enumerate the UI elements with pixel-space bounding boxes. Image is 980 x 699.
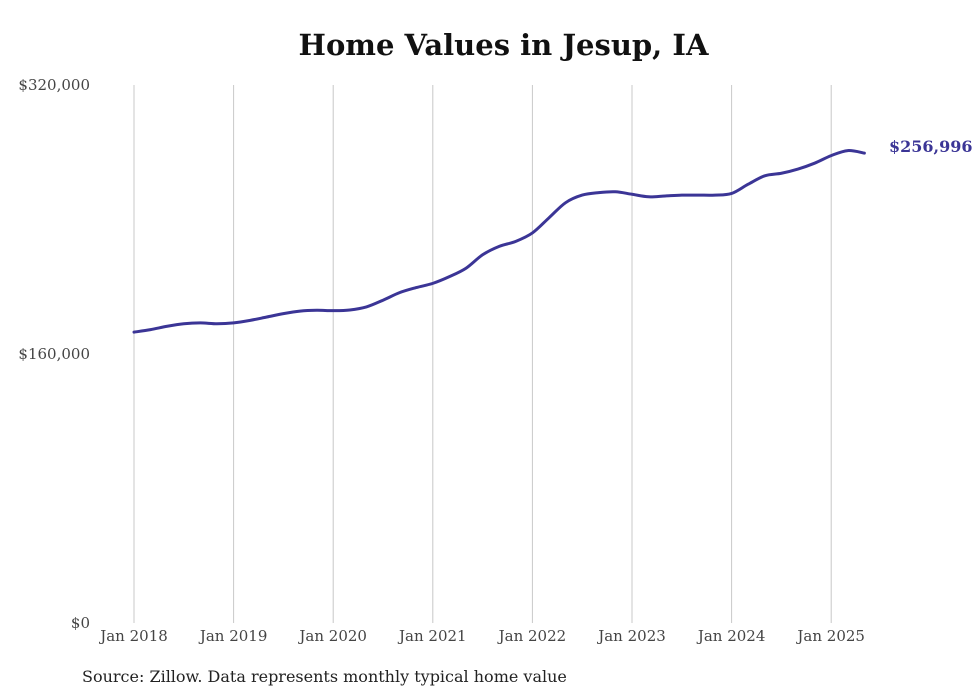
x-tick-label: Jan 2023 — [596, 627, 666, 645]
x-tick-label: Jan 2019 — [198, 627, 268, 645]
x-axis-ticks: Jan 2018 Jan 2019 Jan 2020 Jan 2021 Jan 2022… — [98, 627, 865, 645]
x-tick-label: Jan 2024 — [696, 627, 766, 645]
y-tick-label: $0 — [71, 614, 90, 632]
series-line — [132, 149, 866, 334]
chart-title: Home Values in Jesup, IA — [298, 28, 709, 62]
source-note: Source: Zillow. Data represents monthly … — [82, 667, 567, 686]
x-tick-label: Jan 2021 — [397, 627, 467, 645]
x-tick-label: Jan 2018 — [98, 627, 168, 645]
end-value-label: $256,996 — [889, 137, 973, 156]
grid-lines — [133, 85, 832, 623]
y-tick-label: $160,000 — [18, 345, 90, 363]
y-tick-label: $320,000 — [18, 76, 90, 94]
series-layer: $256,996 — [132, 137, 973, 334]
x-tick-label: Jan 2022 — [497, 627, 567, 645]
x-tick-label: Jan 2020 — [297, 627, 367, 645]
x-tick-label: Jan 2025 — [795, 627, 865, 645]
y-axis-ticks: $0 $160,000 $320,000 — [18, 76, 90, 632]
